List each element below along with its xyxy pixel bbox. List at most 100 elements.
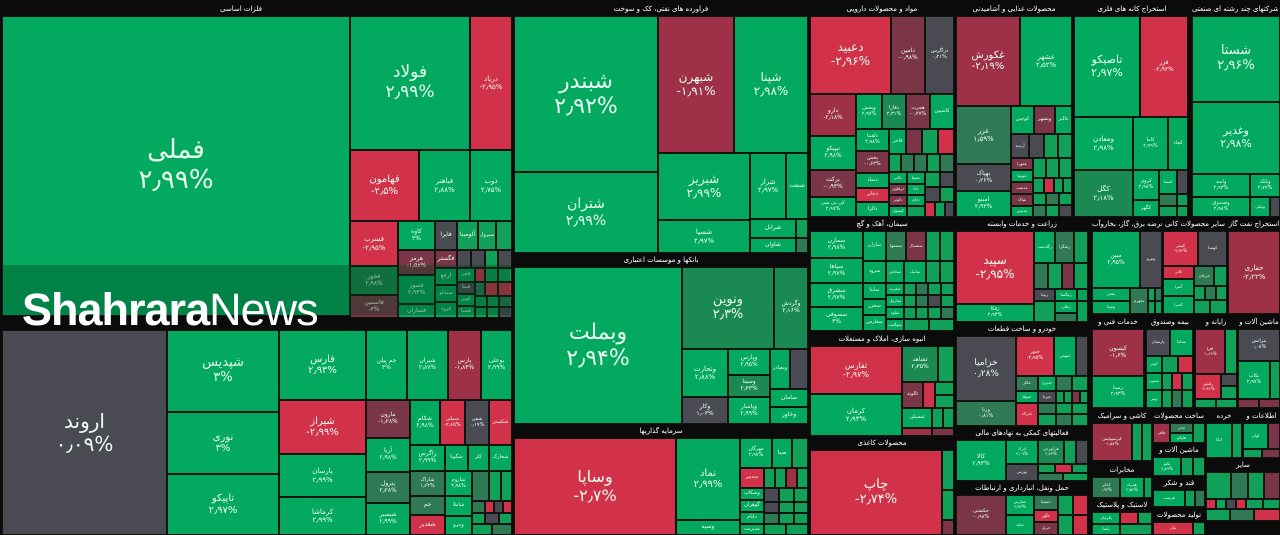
tile-filler[interactable] (492, 524, 512, 535)
tile-vamid[interactable]: وامید ۲٫۹۳% (1192, 174, 1250, 197)
tile-filler[interactable] (764, 468, 775, 488)
tile-filler[interactable] (1055, 313, 1077, 322)
tile-filler[interactable] (1195, 490, 1205, 507)
tile-filler[interactable] (902, 428, 932, 436)
tile-satina[interactable]: ساینا (863, 283, 886, 299)
tile-rempna[interactable]: رمپنا ۲٫۹۳% (1092, 376, 1144, 408)
tile-filler[interactable] (916, 295, 928, 307)
tile-ghsalem[interactable]: غالبر (1055, 106, 1072, 134)
tile-saligh[interactable]: سانیک (904, 261, 926, 283)
tile-jam[interactable]: جم (410, 496, 445, 515)
tile-filler[interactable] (943, 408, 954, 428)
tile-namad[interactable]: نماد ۲٫۹۹% (676, 438, 740, 520)
tile-filler[interactable] (942, 450, 954, 490)
tile-filler[interactable] (1264, 472, 1280, 499)
tile-filler[interactable] (942, 520, 954, 535)
tile-nilan[interactable]: نیان (1153, 522, 1193, 535)
tile-kama[interactable]: کاما ۲٫۹۹% (1133, 117, 1168, 170)
tile-filler[interactable] (1259, 399, 1280, 408)
tile-filler[interactable] (1063, 178, 1072, 193)
tile-filler[interactable] (1076, 336, 1088, 376)
tile-asra[interactable]: آسرا (1163, 279, 1194, 296)
tile-filler[interactable] (1182, 390, 1193, 408)
tile-faasmin[interactable]: فاسمین -۳% (350, 295, 398, 318)
tile-shespa[interactable]: شسپا ۲٫۹۷% (658, 220, 750, 253)
tile-vsapa[interactable]: وساپا -۲٫۷% (514, 438, 676, 535)
tile-bjahrom[interactable]: بجهرم (1130, 288, 1148, 314)
tile-filler[interactable] (1155, 301, 1162, 314)
tile-filler[interactable] (1193, 457, 1205, 476)
tile-vsina[interactable]: وسینا ۲٫۳۳% (728, 375, 770, 397)
tile-filler[interactable] (940, 172, 954, 187)
tile-shegham[interactable]: شغدیر (410, 515, 445, 535)
tile-bajar[interactable]: بفجر (1092, 288, 1130, 301)
tile-filler[interactable] (927, 154, 940, 172)
tile-filler[interactable] (1120, 524, 1152, 535)
tile-filler[interactable] (1058, 134, 1072, 158)
tile-shebriz[interactable]: شبریز ۲٫۹۹% (658, 153, 750, 220)
tile-fesepa[interactable]: فسپا (457, 306, 475, 318)
tile-kala[interactable]: کالا ۲٫۹۳% (956, 440, 1006, 481)
tile-filler[interactable] (1034, 263, 1048, 289)
tile-vpasar[interactable]: وپاسار ۲٫۹۹% (728, 397, 770, 424)
tile-zemarad[interactable]: زملارد (1055, 301, 1077, 313)
tile-filler[interactable] (1132, 423, 1142, 461)
tile-zangra[interactable]: زشگزا (1055, 231, 1074, 263)
tile-filler[interactable] (775, 468, 786, 488)
tile-filler[interactable] (1062, 263, 1074, 289)
tile-filler[interactable] (1231, 472, 1248, 499)
tile-filler[interactable] (764, 488, 779, 502)
tile-shepna[interactable]: شپنا ۲٫۹۸% (734, 16, 808, 153)
tile-filler[interactable] (1029, 134, 1044, 158)
tile-shebahran[interactable]: شبهرن -۱٫۹۱% (658, 16, 734, 153)
tile-filler[interactable] (1270, 197, 1280, 217)
tile-vpars[interactable]: وپارس ۲٫۹۵% (728, 349, 770, 375)
tile-filler[interactable] (764, 502, 779, 513)
tile-filler[interactable] (1073, 495, 1088, 515)
tile-filler[interactable] (916, 307, 928, 319)
tile-filler[interactable] (1059, 158, 1072, 178)
tile-vtejarat[interactable]: وتجارت ۲٫۸۸% (682, 349, 728, 397)
tile-filler[interactable] (1238, 399, 1259, 408)
tile-dtemad[interactable]: دتماد (856, 173, 889, 188)
tile-zagros[interactable]: زاگرس ۲٫۹۹% (410, 445, 445, 471)
tile-filler[interactable] (1226, 499, 1236, 509)
tile-kaveh[interactable]: کاوه ۳% (398, 221, 435, 250)
tile-datam[interactable]: داتام (740, 512, 764, 524)
tile-filler[interactable] (1046, 158, 1059, 178)
tile-kermasha[interactable]: کرماشا ۲٫۹۹% (279, 497, 366, 535)
tile-mehregan[interactable]: مهرگان ۲٫۹۷% (740, 438, 772, 468)
tile-filler[interactable] (1056, 403, 1072, 414)
tile-kahmada[interactable]: کهمدا (1198, 231, 1227, 266)
tile-sheradel[interactable]: شرانل (750, 219, 796, 238)
tile-btrans[interactable]: بترانس ۰٫۰۸% (1238, 329, 1280, 361)
tile-filler[interactable] (904, 295, 916, 307)
tile-fasooz[interactable]: فسوز ۲٫۹۳% (398, 275, 435, 304)
tile-daryad[interactable]: دریاد -۲٫۹۵% (470, 16, 512, 150)
tile-booali[interactable]: بوعلی ۲٫۹۹% (481, 330, 512, 400)
tile-shemli[interactable]: شملی -۲٫۶۵% (440, 400, 465, 445)
tile-petrol[interactable]: پترول ۲٫۲۸% (366, 472, 410, 503)
tile-arvand[interactable]: اروند ۰٫۰۹% (2, 330, 167, 535)
tile-filler[interactable] (786, 524, 808, 535)
tile-filler[interactable] (1162, 356, 1178, 373)
tile-vmaaden[interactable]: ومعادن ۲٫۹۸% (1074, 117, 1133, 170)
tile-filler[interactable] (932, 428, 954, 436)
tile-filler[interactable] (1206, 499, 1216, 509)
tile-filler[interactable] (503, 501, 512, 513)
tile-filler[interactable] (1033, 193, 1046, 205)
tile-shiran[interactable]: شیران ۲٫۸۷% (407, 330, 448, 400)
tile-shamla[interactable]: شاملا (445, 496, 472, 516)
tile-vbsader[interactable]: وبصادر (770, 349, 790, 389)
tile-sakhter[interactable]: سخزر (863, 299, 886, 315)
tile-filler[interactable] (472, 501, 485, 513)
tile-filler[interactable] (1056, 376, 1072, 391)
tile-dlogma[interactable]: دلقما ۲٫۹۸% (856, 129, 889, 151)
tile-modiriat[interactable]: مدیریت (740, 524, 764, 535)
tile-filler[interactable] (904, 283, 916, 295)
tile-kesra[interactable]: کسرا (1163, 296, 1194, 314)
tile-kerman[interactable]: کرمان ۲٫۹۳% (810, 394, 902, 436)
tile-filler[interactable] (1195, 399, 1216, 408)
tile-filler[interactable] (1056, 414, 1072, 426)
tile-vnirv[interactable]: ونیرو (1140, 231, 1162, 288)
